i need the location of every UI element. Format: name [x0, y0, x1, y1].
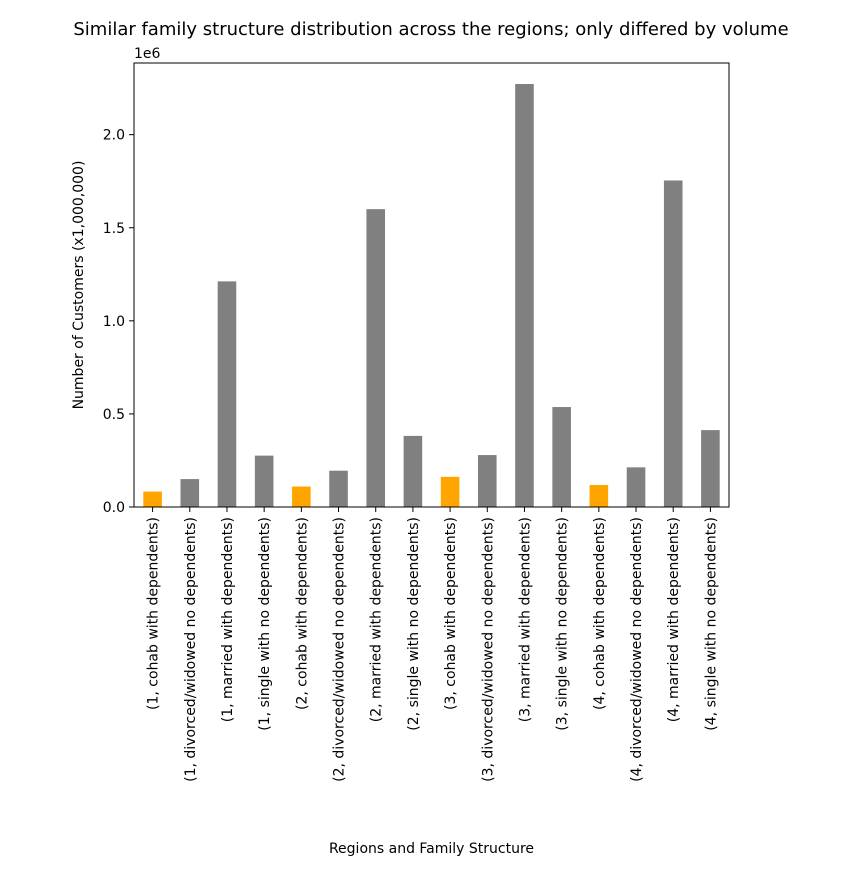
bar	[626, 467, 646, 507]
x-tick-label: (3, married with dependents)	[517, 517, 533, 722]
x-tick-label: (1, single with no dependents)	[257, 517, 273, 731]
x-tick-label: (4, divorced/widowed no dependents)	[629, 517, 645, 782]
bar	[515, 84, 534, 508]
y-axis-label: Number of Customers (x1,000,000)	[71, 161, 87, 410]
y-axis-ticks: 0.0 0.5 1.0 1.5 2.0	[103, 128, 134, 516]
x-tick-label: (4, single with no dependents)	[703, 517, 719, 731]
bar	[292, 486, 311, 507]
bar	[440, 476, 460, 507]
bars	[143, 84, 720, 508]
x-tick-label: (2, divorced/widowed no dependents)	[332, 517, 348, 782]
x-tick-label: (1, cohab with dependents)	[146, 517, 162, 710]
bar	[552, 407, 571, 507]
y-tick-label: 2.0	[103, 128, 125, 144]
x-tick-label: (2, cohab with dependents)	[294, 517, 310, 710]
y-tick-label: 1.0	[103, 314, 125, 330]
bar	[589, 485, 609, 507]
y-tick-label: 0.5	[103, 407, 125, 423]
plot-frame	[133, 62, 730, 508]
bar	[329, 470, 348, 507]
x-tick-label: (4, married with dependents)	[666, 517, 682, 722]
chart-title: Similar family structure distribution ac…	[73, 19, 788, 40]
x-tick-label: (3, single with no dependents)	[555, 517, 571, 731]
x-tick-label: (3, divorced/widowed no dependents)	[480, 517, 496, 782]
bar	[254, 455, 274, 507]
x-tick-label: (2, single with no dependents)	[406, 517, 422, 731]
bar	[701, 430, 720, 507]
bar	[403, 435, 423, 507]
x-tick-label: (3, cohab with dependents)	[443, 517, 459, 710]
bar	[366, 209, 386, 507]
x-tick-label: (1, divorced/widowed no dependents)	[183, 517, 199, 782]
bar	[663, 180, 683, 507]
x-tick-label: (4, cohab with dependents)	[592, 517, 608, 710]
bar	[143, 491, 162, 507]
bar	[180, 479, 200, 507]
x-axis-ticks: (1, cohab with dependents) (1, divorced/w…	[146, 507, 719, 782]
x-axis-label: Regions and Family Structure	[329, 841, 534, 857]
bar	[477, 455, 497, 507]
y-tick-label: 0.0	[103, 500, 125, 516]
x-tick-label: (1, married with dependents)	[220, 517, 236, 722]
bar	[217, 281, 237, 507]
y-tick-label: 1.5	[103, 221, 125, 237]
y-axis-offset-text: 1e6	[134, 46, 161, 62]
x-tick-label: (2, married with dependents)	[369, 517, 385, 722]
